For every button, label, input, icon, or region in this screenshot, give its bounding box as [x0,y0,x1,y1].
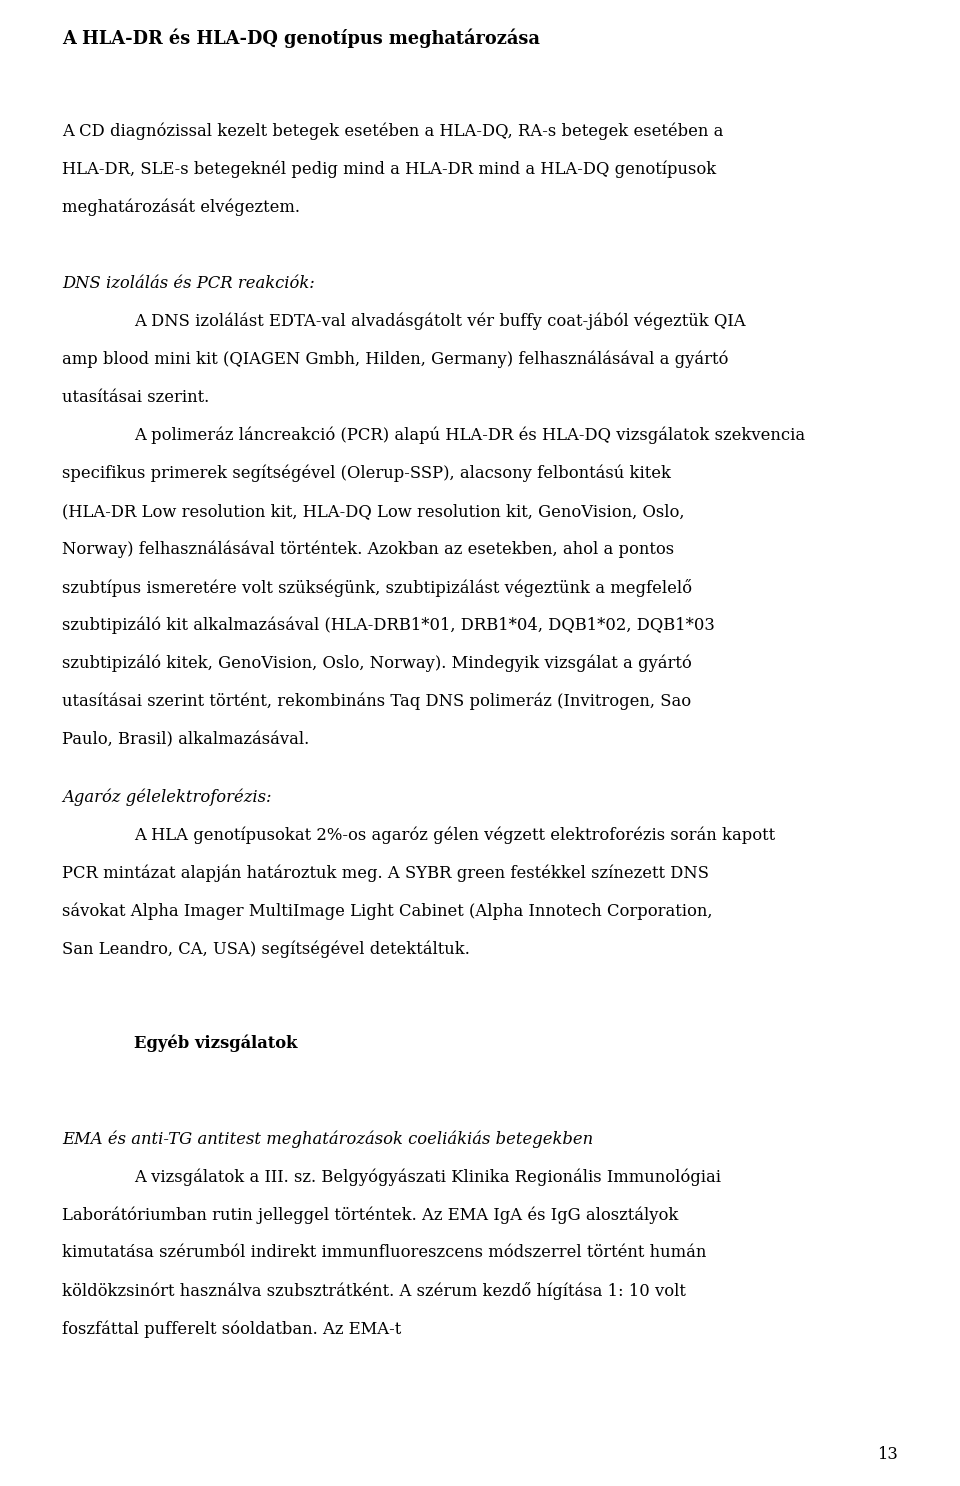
Text: A DNS izolálást EDTA-val alvadásgátolt vér buffy coat-jából végeztük QIA: A DNS izolálást EDTA-val alvadásgátolt v… [134,314,746,330]
Text: meghatározását elvégeztem.: meghatározását elvégeztem. [62,199,300,217]
Text: Agaróz gélelektroforézis:: Agaróz gélelektroforézis: [62,788,272,805]
Text: DNS izolálás és PCR reakciók:: DNS izolálás és PCR reakciók: [62,275,315,293]
Text: San Leandro, CA, USA) segítségével detektáltuk.: San Leandro, CA, USA) segítségével detek… [62,941,469,957]
Text: A HLA-DR és HLA-DQ genotípus meghatározása: A HLA-DR és HLA-DQ genotípus meghatározá… [62,28,540,48]
Text: Norway) felhasználásával történtek. Azokban az esetekben, ahol a pontos: Norway) felhasználásával történtek. Azok… [62,541,674,559]
Text: A polimeráz láncreakció (PCR) alapú HLA-DR és HLA-DQ vizsgálatok szekvencia: A polimeráz láncreakció (PCR) alapú HLA-… [134,426,805,444]
Text: Laborátóriumban rutin jelleggel történtek. Az EMA IgA és IgG alosztályok: Laborátóriumban rutin jelleggel történte… [62,1207,679,1223]
Text: kimutatása szérumból indirekt immunfluoreszcens módszerrel történt humán: kimutatása szérumból indirekt immunfluo… [62,1244,707,1262]
Text: A CD diagnózissal kezelt betegek esetében a HLA-DQ, RA-s betegek esetében a: A CD diagnózissal kezelt betegek esetébe… [62,123,724,141]
Text: EMA és anti-TG antitest meghatározások coeliákiás betegekben: EMA és anti-TG antitest meghatározások c… [62,1129,593,1147]
Text: köldökzsinórt használva szubsztrátként. A szérum kezdő hígítása 1: 10 volt: köldökzsinórt használva szubsztrátként. … [62,1282,685,1300]
Text: foszfáttal pufferelt sóoldatban. Az EMA-t: foszfáttal pufferelt sóoldatban. Az EMA-… [62,1320,401,1337]
Text: A vizsgálatok a III. sz. Belgyógyászati Klinika Regionális Immunológiai: A vizsgálatok a III. sz. Belgyógyászati … [134,1168,721,1186]
Text: Paulo, Brasil) alkalmazásával.: Paulo, Brasil) alkalmazásával. [62,731,309,747]
Text: utasításai szerint történt, rekombináns Taq DNS polimeráz (Invitrogen, Sao: utasításai szerint történt, rekombináns … [62,692,691,710]
Text: amp blood mini kit (QIAGEN Gmbh, Hilden, Germany) felhasználásával a gyártó: amp blood mini kit (QIAGEN Gmbh, Hilden,… [62,351,729,369]
Text: PCR mintázat alapján határoztuk meg. A SYBR green festékkel színezett DNS: PCR mintázat alapján határoztuk meg. A S… [62,863,709,881]
Text: HLA-DR, SLE-s betegeknél pedig mind a HLA-DR mind a HLA-DQ genotípusok: HLA-DR, SLE-s betegeknél pedig mind a HL… [62,160,716,178]
Text: specifikus primerek segítségével (Olerup-SSP), alacsony felbontású kitek: specifikus primerek segítségével (Olerup… [62,465,671,483]
Text: szubtipizáló kitek, GenoVision, Oslo, Norway). Mindegyik vizsgálat a gyártó: szubtipizáló kitek, GenoVision, Oslo, No… [62,655,692,673]
Text: sávokat Alpha Imager MultiImage Light Cabinet (Alpha Innotech Corporation,: sávokat Alpha Imager MultiImage Light Ca… [62,902,712,920]
Text: szubtipizáló kit alkalmazásával (HLA-DRB1*01, DRB1*04, DQB1*02, DQB1*03: szubtipizáló kit alkalmazásával (HLA-DRB… [62,617,715,635]
Text: 13: 13 [877,1446,898,1464]
Text: A HLA genotípusokat 2%-os agaróz gélen végzett elektroforézis során kapott: A HLA genotípusokat 2%-os agaróz gélen v… [134,826,775,844]
Text: Egyéb vizsgálatok: Egyéb vizsgálatok [134,1036,298,1052]
Text: szubtípus ismeretére volt szükségünk, szubtipizálást végeztünk a megfelelő: szubtípus ismeretére volt szükségünk, sz… [62,580,692,597]
Text: utasításai szerint.: utasításai szerint. [62,389,209,406]
Text: (HLA-DR Low resolution kit, HLA-DQ Low resolution kit, GenoVision, Oslo,: (HLA-DR Low resolution kit, HLA-DQ Low r… [62,502,684,520]
